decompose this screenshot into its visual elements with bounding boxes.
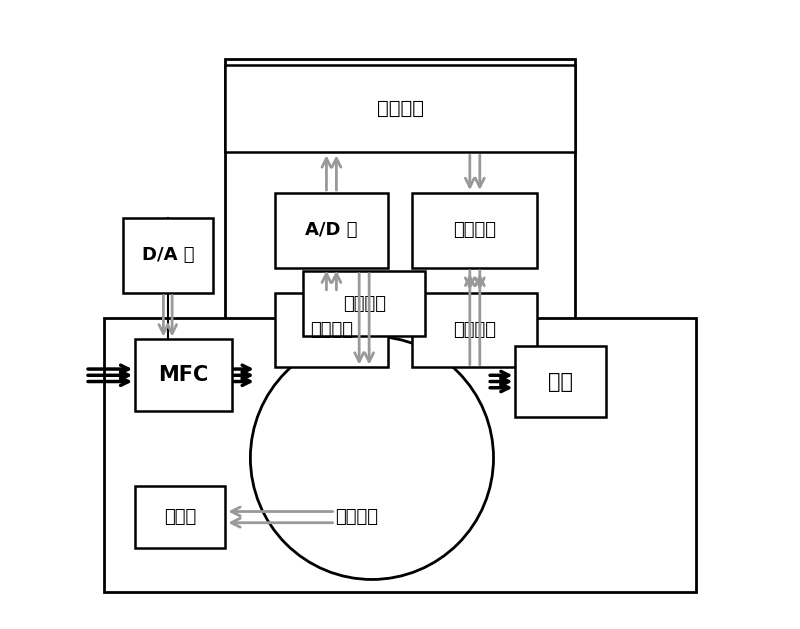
Bar [515, 346, 606, 418]
Bar [122, 218, 213, 292]
Bar [275, 292, 387, 367]
Text: 驱动电路: 驱动电路 [454, 321, 496, 339]
Text: MFC: MFC [158, 365, 209, 386]
Bar [104, 318, 696, 592]
Bar [226, 65, 574, 152]
Bar [275, 193, 387, 268]
Bar [226, 59, 574, 380]
Text: D/A 卡: D/A 卡 [142, 247, 194, 264]
Bar [413, 193, 537, 268]
Bar [303, 271, 425, 337]
Text: 真空腔室: 真空腔室 [335, 508, 378, 526]
Text: 泵组: 泵组 [548, 372, 573, 391]
Bar [413, 292, 537, 367]
Bar [135, 486, 226, 548]
Text: 控制主机: 控制主机 [377, 99, 423, 118]
Text: 测试电路: 测试电路 [310, 321, 353, 339]
Text: 真空计: 真空计 [164, 508, 196, 526]
Bar [135, 340, 232, 411]
Text: 程控电源: 程控电源 [454, 221, 496, 240]
Text: 待测器件: 待测器件 [342, 294, 386, 313]
Text: A/D 卡: A/D 卡 [305, 221, 358, 240]
